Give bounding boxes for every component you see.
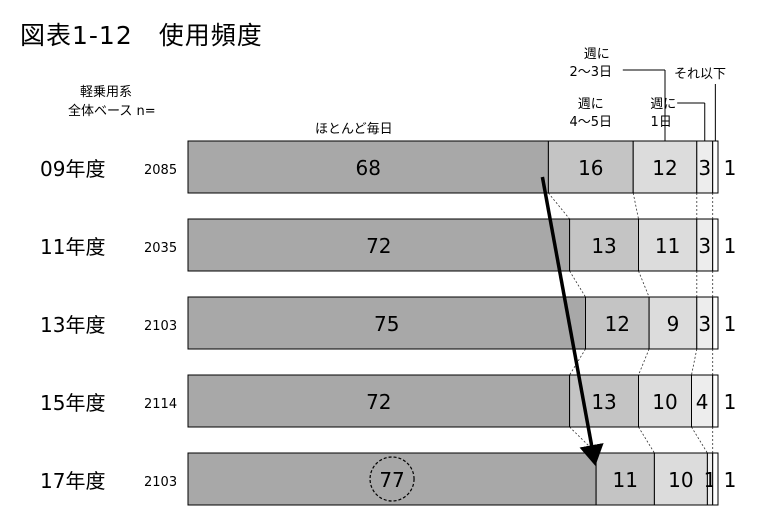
- n-label: 2085: [144, 163, 177, 178]
- data-label: 72: [366, 390, 391, 414]
- bar-segment-2: [638, 374, 692, 428]
- category-label: 09年度: [40, 157, 105, 181]
- bar-segment-4: [712, 140, 719, 194]
- data-label: 12: [605, 312, 630, 336]
- bar-segment-2: [632, 140, 698, 194]
- data-label: 1: [724, 234, 737, 258]
- data-label: 16: [578, 156, 603, 180]
- highlight-circle: [369, 456, 415, 502]
- connector-line: [691, 426, 708, 454]
- bar-segment-0: [187, 452, 597, 506]
- bar-segment-0: [187, 374, 571, 428]
- data-label: 4: [696, 390, 709, 414]
- connector-line: [569, 348, 586, 376]
- bar-segment-2: [653, 452, 708, 506]
- bar-segment-1: [595, 452, 655, 506]
- legend-s0: ほとんど毎日: [315, 122, 393, 137]
- data-label: 1: [724, 390, 737, 414]
- bar-segment-0: [187, 296, 586, 350]
- connector-line: [691, 348, 698, 376]
- n-label: 2103: [144, 319, 177, 334]
- data-label: 10: [668, 468, 693, 492]
- n-label: 2114: [144, 397, 177, 412]
- data-label: 1: [724, 156, 737, 180]
- connector-line: [638, 270, 650, 298]
- data-label: 1: [724, 468, 737, 492]
- data-label: 9: [667, 312, 680, 336]
- data-label: 13: [591, 390, 616, 414]
- category-label: 13年度: [40, 313, 105, 337]
- legend-s3: 週に: [650, 97, 676, 112]
- bar-segment-4: [712, 296, 719, 350]
- bar-segment-4: [712, 374, 719, 428]
- legend-s1: 4～5日: [570, 115, 613, 130]
- n-label: 2035: [144, 241, 177, 256]
- bar-segment-4: [712, 218, 719, 272]
- legend-s2: 週に: [584, 47, 610, 62]
- bar-segment-0: [187, 218, 571, 272]
- trend-arrow: [540, 176, 604, 466]
- legend-s2: 2～3日: [570, 65, 613, 80]
- data-label: 10: [652, 390, 677, 414]
- bar-segment-1: [585, 296, 650, 350]
- n-label: 2103: [144, 475, 177, 490]
- data-label: 3: [698, 234, 711, 258]
- data-label: 12: [652, 156, 677, 180]
- connector-line: [638, 348, 650, 376]
- data-label: 13: [591, 234, 616, 258]
- data-label: 77: [379, 468, 404, 492]
- data-label: 1: [724, 312, 737, 336]
- bar-segment-1: [547, 140, 634, 194]
- category-label: 15年度: [40, 391, 105, 415]
- data-label: 75: [374, 312, 399, 336]
- connector-line: [569, 270, 586, 298]
- data-label: 68: [355, 156, 380, 180]
- bar-segment-2: [638, 218, 698, 272]
- chart-title: 図表1-12 使用頻度: [20, 21, 263, 50]
- connector-line: [548, 192, 570, 220]
- base-label-1: 軽乗用系: [80, 85, 133, 100]
- bar-segment-2: [648, 296, 698, 350]
- data-label: 72: [366, 234, 391, 258]
- data-label: 11: [613, 468, 638, 492]
- legend-s1: 週に: [578, 97, 604, 112]
- connector-line: [638, 426, 655, 454]
- data-label: 3: [698, 156, 711, 180]
- bar-segment-1: [569, 218, 639, 272]
- data-label: 11: [655, 234, 680, 258]
- legend-s4: それ以下: [674, 67, 726, 82]
- data-label: 3: [698, 312, 711, 336]
- legend-s3: 1日: [651, 115, 672, 130]
- base-label-2: 全体ベース n=: [68, 104, 156, 119]
- category-label: 17年度: [40, 469, 105, 493]
- category-label: 11年度: [40, 235, 105, 259]
- connector-line: [632, 192, 639, 220]
- bar-segment-4: [712, 452, 719, 506]
